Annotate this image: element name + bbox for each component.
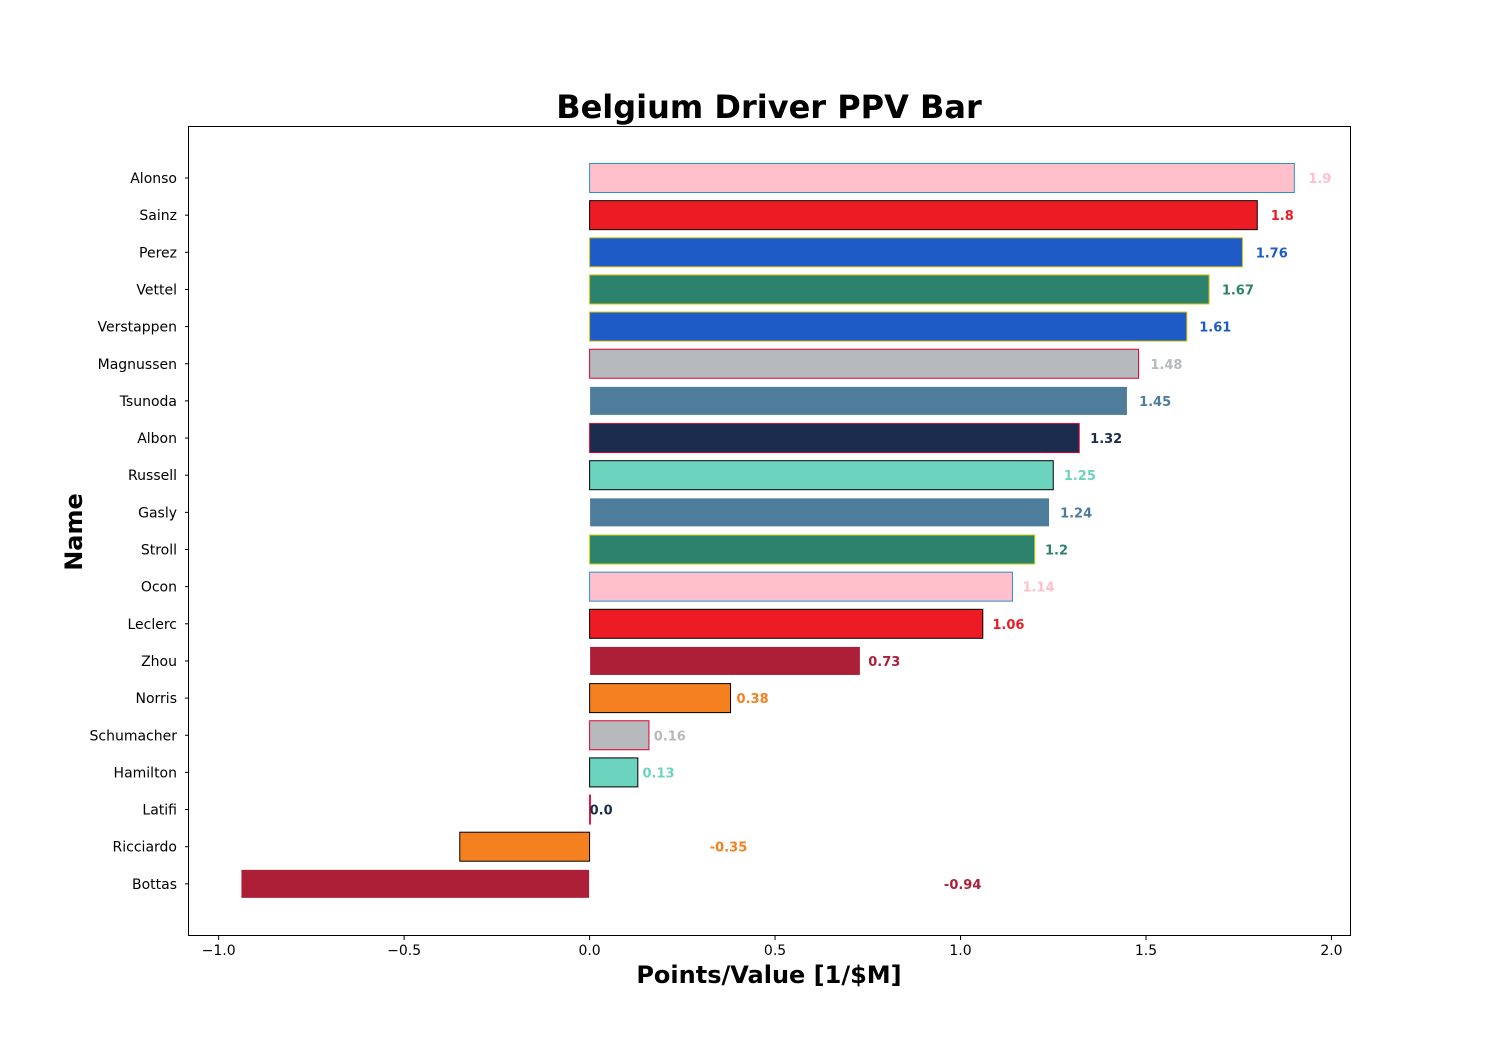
value-label-schumacher: 0.16	[654, 729, 686, 744]
value-label-albon: 1.32	[1090, 432, 1122, 447]
y-tick-label-leclerc: Leclerc	[127, 617, 177, 633]
chart-title: Belgium Driver PPV Bar	[556, 88, 982, 126]
y-tick-label-vettel: Vettel	[136, 282, 177, 298]
y-tick-label-bottas: Bottas	[132, 877, 177, 893]
value-label-bottas: -0.94	[944, 878, 981, 893]
bar-schumacher	[589, 720, 650, 751]
bar-ricciardo	[459, 831, 591, 862]
x-axis-ticks: −1.0 −0.5 0.0 0.5 1.0 1.5 2.0	[202, 935, 1343, 959]
bar-albon	[589, 423, 1080, 454]
y-tick-label-latifi: Latifi	[142, 803, 177, 819]
bar-perez	[589, 237, 1243, 268]
y-tick-label-tsunoda: Tsunoda	[119, 394, 177, 410]
bar-gasly	[589, 497, 1051, 528]
value-label-vettel: 1.67	[1222, 283, 1254, 298]
value-label-leclerc: 1.06	[992, 618, 1024, 633]
x-tick-label: 1.5	[1135, 943, 1157, 959]
y-axis-label: Name	[60, 493, 88, 571]
bar-tsunoda	[589, 385, 1128, 416]
plot-frame	[188, 126, 1351, 936]
value-label-latifi: 0.0	[590, 804, 613, 819]
value-label-sainz: 1.8	[1271, 209, 1294, 224]
y-tick-label-zhou: Zhou	[141, 654, 177, 670]
y-tick-label-perez: Perez	[139, 245, 177, 261]
x-tick-label: −0.5	[387, 943, 421, 959]
y-tick-label-alonso: Alonso	[130, 171, 177, 187]
bar-zhou	[589, 645, 861, 676]
bar-magnussen	[589, 348, 1140, 379]
x-tick-label: 2.0	[1320, 943, 1342, 959]
value-label-ocon: 1.14	[1022, 581, 1054, 596]
y-tick-label-magnussen: Magnussen	[98, 357, 177, 373]
value-label-verstappen: 1.61	[1199, 321, 1231, 336]
bar-bottas	[240, 868, 591, 899]
bars	[240, 163, 1295, 899]
y-tick-label-norris: Norris	[136, 691, 178, 707]
value-label-magnussen: 1.48	[1150, 358, 1182, 373]
bar-verstappen	[589, 311, 1188, 342]
y-tick-label-russell: Russell	[128, 468, 177, 484]
bar-stroll	[589, 534, 1036, 565]
value-label-tsunoda: 1.45	[1139, 395, 1171, 410]
value-label-ricciardo: -0.35	[710, 841, 747, 856]
value-label-russell: 1.25	[1064, 469, 1096, 484]
value-label-gasly: 1.24	[1060, 506, 1092, 521]
y-tick-label-ricciardo: Ricciardo	[113, 840, 177, 856]
value-label-norris: 0.38	[737, 692, 769, 707]
value-label-stroll: 1.2	[1045, 544, 1068, 559]
y-tick-label-verstappen: Verstappen	[98, 320, 177, 336]
x-axis-label: Points/Value [1/$M]	[636, 961, 901, 989]
bar-leclerc	[589, 608, 984, 639]
y-tick-label-stroll: Stroll	[141, 543, 177, 559]
bar-latifi	[589, 794, 591, 825]
bar-norris	[589, 683, 732, 714]
bar-sainz	[589, 200, 1258, 231]
y-tick-label-hamilton: Hamilton	[114, 765, 177, 781]
x-tick-label: 0.0	[578, 943, 600, 959]
y-tick-label-ocon: Ocon	[141, 580, 177, 596]
x-tick-label: 1.0	[949, 943, 971, 959]
y-axis-ticks: Alonso Sainz Perez Vettel Verstappen Magnusse…	[90, 171, 189, 893]
bar-alonso	[589, 163, 1295, 193]
value-label-perez: 1.76	[1256, 246, 1288, 261]
value-label-alonso: 1.9	[1308, 172, 1331, 187]
bar-hamilton	[589, 757, 639, 788]
value-label-hamilton: 0.13	[643, 766, 675, 781]
bar-ocon	[589, 571, 1013, 602]
bar-russell	[589, 460, 1054, 491]
bar-vettel	[589, 274, 1210, 305]
value-labels: 1.9 1.8 1.76 1.67 1.61 1.48 1.45 1.32 1.25 1.24 1.…	[590, 172, 1332, 893]
y-tick-label-schumacher: Schumacher	[90, 728, 178, 744]
x-tick-label: 0.5	[764, 943, 786, 959]
y-tick-label-gasly: Gasly	[138, 505, 177, 521]
y-tick-label-sainz: Sainz	[139, 208, 177, 224]
x-tick-label: −1.0	[202, 943, 236, 959]
y-tick-label-albon: Albon	[137, 431, 177, 447]
value-label-zhou: 0.73	[868, 655, 900, 670]
